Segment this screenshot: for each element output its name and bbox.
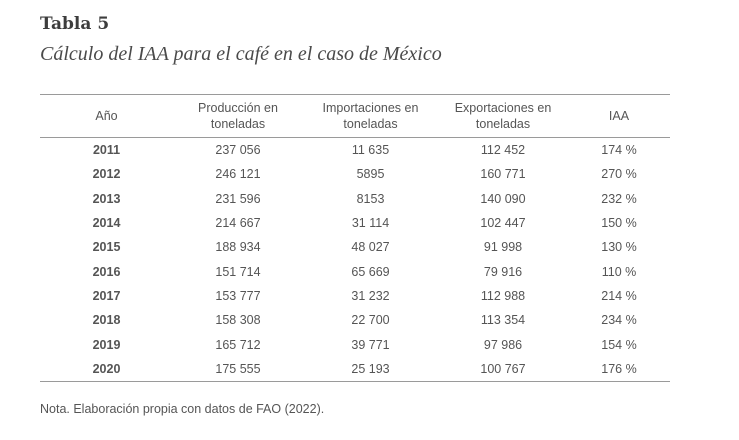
cell-exports: 140 090 xyxy=(480,191,526,206)
cell-exports: 113 354 xyxy=(480,313,526,328)
cell-production: 165 712 xyxy=(215,337,261,352)
cell-year: 2014 xyxy=(92,216,121,231)
table-row: 2014 214 667 31 114 102 447 150 % xyxy=(40,211,670,235)
cell-imports: 31 114 xyxy=(351,216,390,231)
cell-year: 2020 xyxy=(92,361,121,376)
iaa-coffee-table: Año Producción en toneladas Importaciones… xyxy=(40,94,670,382)
cell-imports: 25 193 xyxy=(351,361,390,376)
table-number: Tabla 5 xyxy=(40,14,110,34)
header-label: Año xyxy=(95,109,118,123)
cell-year: 2019 xyxy=(92,337,121,352)
cell-exports: 79 916 xyxy=(483,264,523,279)
header-label: Exportaciones en xyxy=(454,101,552,115)
cell-imports: 48 027 xyxy=(351,240,390,255)
cell-iaa: 130 % xyxy=(601,240,637,255)
cell-iaa: 232 % xyxy=(601,191,637,206)
header-exports: Exportaciones en toneladas xyxy=(438,94,568,138)
cell-production: 214 667 xyxy=(215,216,261,231)
header-row: Año Producción en toneladas Importaciones… xyxy=(40,94,670,138)
cell-imports: 11 635 xyxy=(351,143,390,158)
cell-production: 188 934 xyxy=(215,240,261,255)
cell-iaa: 174 % xyxy=(601,143,637,158)
cell-year: 2015 xyxy=(92,240,121,255)
cell-imports: 31 232 xyxy=(351,288,390,303)
cell-year: 2016 xyxy=(92,264,121,279)
table-note: Nota. Elaboración propia con datos de FA… xyxy=(40,402,325,416)
table-row: 2019 165 712 39 771 97 986 154 % xyxy=(40,332,670,356)
header-year: Año xyxy=(40,94,173,138)
cell-production: 158 308 xyxy=(215,313,261,328)
cell-iaa: 270 % xyxy=(601,167,637,182)
cell-exports: 91 998 xyxy=(483,240,523,255)
header-label: IAA xyxy=(608,109,630,123)
table-row: 2018 158 308 22 700 113 354 234 % xyxy=(40,308,670,332)
header-label: Producción en xyxy=(198,101,278,115)
cell-production: 231 596 xyxy=(215,191,261,206)
cell-imports: 5895 xyxy=(356,167,385,182)
cell-iaa: 234 % xyxy=(601,313,637,328)
cell-iaa: 150 % xyxy=(601,216,637,231)
cell-exports: 112 452 xyxy=(480,143,526,158)
cell-production: 246 121 xyxy=(215,167,261,182)
cell-exports: 100 767 xyxy=(480,361,526,376)
cell-imports: 39 771 xyxy=(351,337,390,352)
table-caption: Cálculo del IAA para el café en el caso … xyxy=(40,43,442,65)
table-row: 2013 231 596 8153 140 090 232 % xyxy=(40,187,670,211)
cell-exports: 112 988 xyxy=(480,288,526,303)
cell-iaa: 214 % xyxy=(601,288,637,303)
table-row: 2016 151 714 65 669 79 916 110 % xyxy=(40,259,670,283)
header-imports: Importaciones en toneladas xyxy=(303,94,438,138)
header-iaa: IAA xyxy=(568,94,670,138)
header-production: Producción en toneladas xyxy=(173,94,303,138)
header-label-2: toneladas xyxy=(210,117,266,131)
cell-exports: 97 986 xyxy=(483,337,523,352)
cell-imports: 65 669 xyxy=(351,264,390,279)
header-label-2: toneladas xyxy=(475,117,531,131)
cell-exports: 102 447 xyxy=(480,216,526,231)
header-label-2: toneladas xyxy=(343,117,398,131)
cell-imports: 8153 xyxy=(356,191,385,206)
table-row: 2017 153 777 31 232 112 988 214 % xyxy=(40,284,670,308)
cell-iaa: 110 % xyxy=(601,264,637,279)
cell-production: 153 777 xyxy=(215,288,261,303)
cell-production: 151 714 xyxy=(215,264,261,279)
table-row: 2020 175 555 25 193 100 767 176 % xyxy=(40,357,670,382)
header-label: Importaciones en xyxy=(322,101,419,115)
cell-year: 2012 xyxy=(92,167,121,182)
cell-year: 2017 xyxy=(92,288,121,303)
cell-iaa: 176 % xyxy=(601,361,637,376)
table-row: 2011 237 056 11 635 112 452 174 % xyxy=(40,138,670,163)
table-row: 2012 246 121 5895 160 771 270 % xyxy=(40,162,670,186)
cell-production: 175 555 xyxy=(215,361,261,376)
cell-year: 2013 xyxy=(92,191,121,206)
cell-year: 2018 xyxy=(92,313,121,328)
cell-imports: 22 700 xyxy=(351,313,390,328)
cell-exports: 160 771 xyxy=(480,167,526,182)
cell-year: 2011 xyxy=(92,143,121,158)
cell-iaa: 154 % xyxy=(601,337,637,352)
table-row: 2015 188 934 48 027 91 998 130 % xyxy=(40,235,670,259)
cell-production: 237 056 xyxy=(215,143,261,158)
